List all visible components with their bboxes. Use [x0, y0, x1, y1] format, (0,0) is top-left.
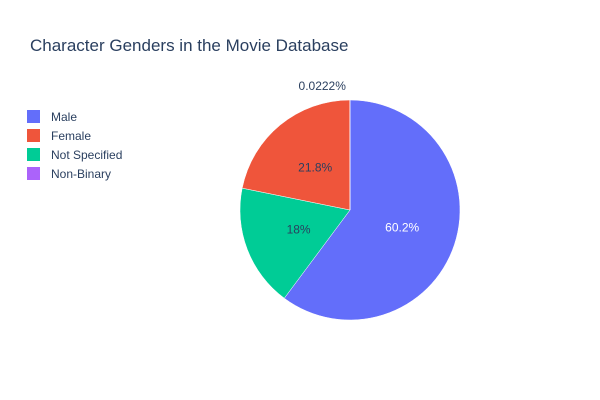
- slice-male[interactable]: [283, 99, 461, 321]
- slice-label-not-specified: 18%: [287, 223, 311, 237]
- pie-labels: 60.2% 18% 21.8% 0.0222%: [287, 79, 420, 237]
- slice-label-female: 21.8%: [298, 160, 332, 174]
- slice-female[interactable]: [241, 99, 351, 211]
- legend-swatch-non-binary[interactable]: [27, 167, 40, 180]
- legend-label-female[interactable]: Female: [51, 129, 91, 143]
- legend-swatch-female[interactable]: [27, 129, 40, 142]
- legend-label-male[interactable]: Male: [51, 110, 77, 124]
- legend-label-not-specified[interactable]: Not Specified: [51, 148, 122, 162]
- legend: Male Female Not Specified Non-Binary: [27, 110, 122, 181]
- pie-slices: [239, 99, 461, 321]
- chart-title: Character Genders in the Movie Database: [30, 36, 348, 55]
- slice-not-specified[interactable]: [239, 187, 351, 299]
- slice-label-non-binary: 0.0222%: [299, 79, 347, 93]
- legend-swatch-not-specified[interactable]: [27, 148, 40, 161]
- legend-label-non-binary[interactable]: Non-Binary: [51, 167, 111, 181]
- legend-swatch-male[interactable]: [27, 110, 40, 123]
- slice-label-male: 60.2%: [385, 220, 419, 234]
